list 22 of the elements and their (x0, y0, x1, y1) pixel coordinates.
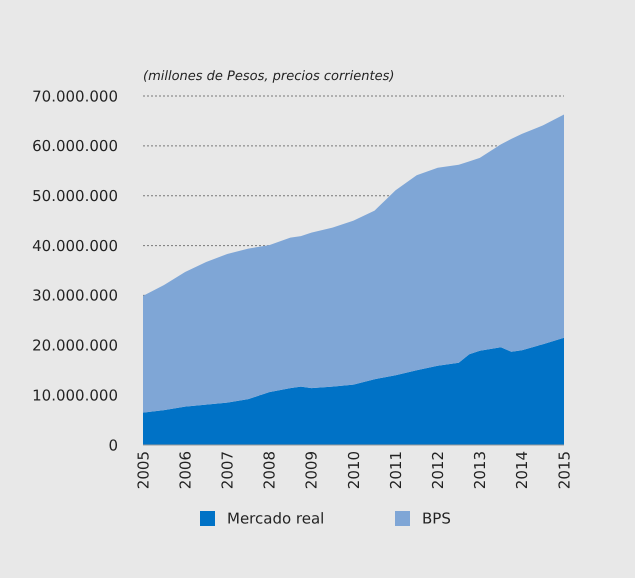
legend-label: Mercado real (227, 509, 324, 528)
x-tick-label: 2005 (134, 451, 152, 490)
y-tick-label: 40.000.000 (32, 236, 118, 255)
y-tick-label: 0 (108, 436, 118, 454)
x-tick-label: 2008 (260, 451, 279, 490)
y-axis-title: (millones de Pesos, precios corrientes) (143, 69, 394, 84)
y-tick-label: 70.000.000 (32, 87, 118, 106)
x-tick-label: 2012 (428, 451, 447, 490)
x-tick-label: 2011 (386, 451, 405, 490)
x-tick-label: 2013 (471, 451, 490, 490)
y-tick-label: 30.000.000 (32, 286, 118, 305)
x-tick-label: 2010 (344, 451, 363, 490)
x-tick-label: 2014 (513, 451, 532, 490)
y-tick-label: 50.000.000 (32, 186, 118, 205)
legend-label: BPS (422, 509, 451, 528)
y-tick-label: 10.000.000 (32, 386, 118, 404)
x-tick-label: 2009 (302, 451, 321, 490)
y-tick-label: 20.000.000 (32, 336, 118, 355)
x-tick-label: 2015 (555, 451, 574, 490)
x-tick-label: 2006 (176, 451, 194, 490)
y-tick-label: 60.000.000 (32, 137, 118, 156)
x-tick-label: 2007 (218, 451, 236, 490)
